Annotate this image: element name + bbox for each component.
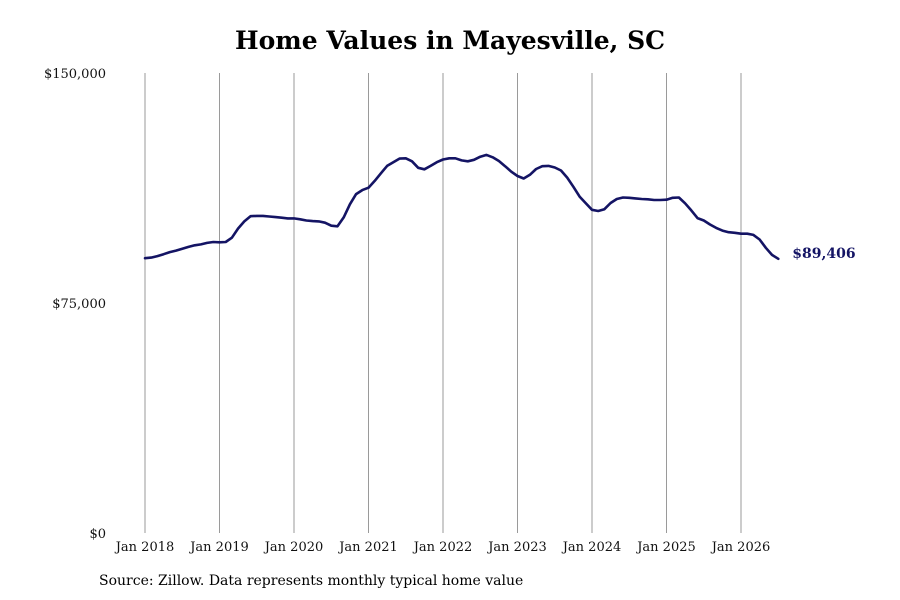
x-tick-label-2: Jan 2020: [263, 540, 324, 555]
y-tick-label-0: $0: [89, 527, 106, 542]
series-group: [143, 153, 780, 261]
y-tick-label-2: $150,000: [44, 67, 106, 82]
x-tick-label-0: Jan 2018: [114, 540, 175, 555]
source-note: Source: Zillow. Data represents monthly …: [99, 573, 524, 589]
end-value-label-0: $89,406: [792, 246, 855, 262]
end-labels: $89,406: [792, 246, 855, 262]
vertical-gridlines: [144, 73, 742, 533]
series-line-0: [143, 153, 780, 261]
x-tick-label-8: Jan 2026: [710, 540, 771, 555]
chart-title: Home Values in Mayesville, SC: [234, 26, 666, 55]
x-tick-label-3: Jan 2021: [337, 540, 398, 555]
x-tick-label-5: Jan 2023: [486, 540, 547, 555]
x-tick-label-4: Jan 2022: [412, 540, 473, 555]
x-tick-label-7: Jan 2025: [635, 540, 696, 555]
x-axis-tick-labels: Jan 2018 Jan 2019 Jan 2020 Jan 2021 Jan 2022…: [114, 540, 771, 555]
y-tick-label-1: $75,000: [52, 297, 106, 312]
x-tick-label-1: Jan 2019: [188, 540, 249, 555]
x-tick-label-6: Jan 2024: [561, 540, 622, 555]
y-axis-tick-labels: $0 $75,000 $150,000: [44, 67, 106, 542]
